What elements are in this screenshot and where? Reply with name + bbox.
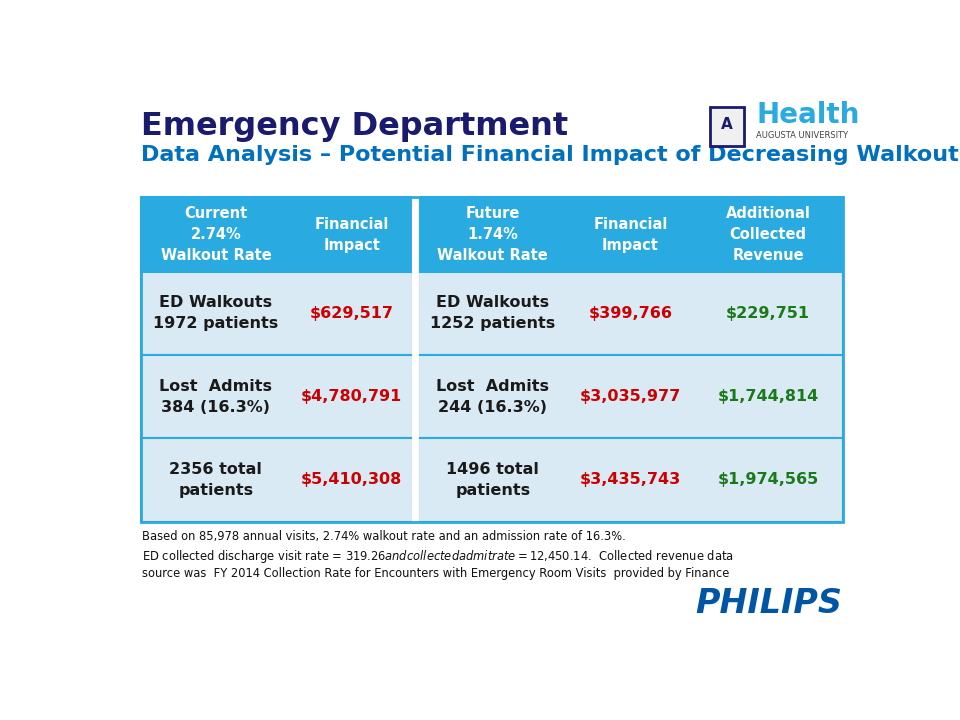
Text: $629,517: $629,517: [310, 306, 394, 321]
Text: Lost  Admits
384 (16.3%): Lost Admits 384 (16.3%): [159, 379, 273, 415]
Text: $1,974,565: $1,974,565: [717, 472, 819, 487]
Text: Lost  Admits
244 (16.3%): Lost Admits 244 (16.3%): [436, 379, 549, 415]
Text: Financial
Impact: Financial Impact: [593, 217, 667, 253]
Text: $229,751: $229,751: [726, 306, 810, 321]
Text: AUGUSTA UNIVERSITY: AUGUSTA UNIVERSITY: [756, 131, 849, 140]
Text: Health: Health: [756, 102, 859, 129]
Text: Based on 85,978 annual visits, 2.74% walkout rate and an admission rate of 16.3%: Based on 85,978 annual visits, 2.74% wal…: [142, 530, 626, 543]
Bar: [413, 438, 418, 521]
Text: Data Analysis – Potential Financial Impact of Decreasing Walkouts: Data Analysis – Potential Financial Impa…: [141, 145, 960, 165]
Bar: [418, 438, 843, 521]
Bar: [418, 355, 843, 438]
Text: Emergency Department: Emergency Department: [141, 112, 568, 143]
Text: 2356 total
patients: 2356 total patients: [170, 462, 262, 498]
Text: PHILIPS: PHILIPS: [695, 587, 842, 620]
Bar: [413, 197, 418, 272]
Text: 1496 total
patients: 1496 total patients: [446, 462, 540, 498]
Text: Additional
Collected
Revenue: Additional Collected Revenue: [726, 206, 810, 263]
Text: ED Walkouts
1252 patients: ED Walkouts 1252 patients: [430, 295, 555, 331]
Bar: [141, 272, 413, 355]
Text: $3,035,977: $3,035,977: [580, 390, 681, 404]
Text: ED collected discharge visit rate = $319.26 and collected admit rate = $12,450.1: ED collected discharge visit rate = $319…: [142, 548, 734, 565]
Bar: [141, 355, 413, 438]
Text: $1,744,814: $1,744,814: [717, 390, 819, 404]
Text: Financial
Impact: Financial Impact: [315, 217, 389, 253]
Bar: [141, 197, 413, 272]
Bar: [413, 272, 418, 355]
FancyBboxPatch shape: [710, 107, 744, 145]
Text: $4,780,791: $4,780,791: [301, 390, 402, 404]
Bar: [418, 272, 843, 355]
Text: Future
1.74%
Walkout Rate: Future 1.74% Walkout Rate: [438, 206, 548, 263]
Text: Current
2.74%
Walkout Rate: Current 2.74% Walkout Rate: [160, 206, 272, 263]
Text: $5,410,308: $5,410,308: [301, 472, 402, 487]
Bar: [418, 197, 843, 272]
Bar: [141, 197, 843, 521]
Text: $3,435,743: $3,435,743: [580, 472, 681, 487]
Text: A: A: [721, 117, 733, 132]
Bar: [413, 355, 418, 438]
Text: $399,766: $399,766: [588, 306, 672, 321]
Text: source was  FY 2014 Collection Rate for Encounters with Emergency Room Visits  p: source was FY 2014 Collection Rate for E…: [142, 567, 730, 580]
Bar: [141, 438, 413, 521]
Text: ED Walkouts
1972 patients: ED Walkouts 1972 patients: [154, 295, 278, 331]
